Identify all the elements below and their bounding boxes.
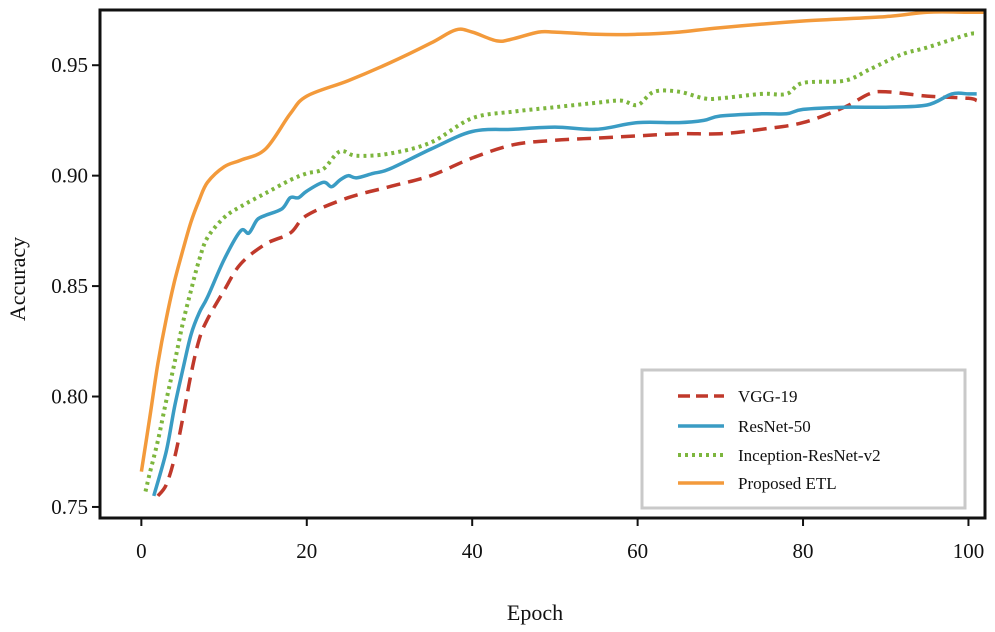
y-tick-label: 0.85 <box>51 274 88 298</box>
y-tick-label: 0.95 <box>51 53 88 77</box>
series-layer <box>139 10 985 498</box>
x-tick-label: 60 <box>627 539 648 563</box>
legend: VGG-19 ResNet-50 Inception-ResNet-v2 Propos… <box>640 368 967 510</box>
x-tick-label: 0 <box>136 539 147 563</box>
plot-frame <box>98 8 987 520</box>
legend-label: Proposed ETL <box>738 474 837 493</box>
legend-label: ResNet-50 <box>738 417 811 436</box>
y-tick-label: 0.80 <box>51 385 88 409</box>
series-line-resnet-50 <box>152 91 977 497</box>
y-tick-label: 0.90 <box>51 164 88 188</box>
y-tick-label: 0.75 <box>51 495 88 519</box>
x-axis-title: Epoch <box>507 600 563 625</box>
x-tick-label: 80 <box>793 539 814 563</box>
x-tick-label: 40 <box>462 539 483 563</box>
legend-label: VGG-19 <box>738 387 798 406</box>
y-axis-title: Accuracy <box>5 237 30 321</box>
series-line-proposed-etl <box>139 10 985 472</box>
x-tick-label: 20 <box>296 539 317 563</box>
x-tick-label: 100 <box>953 539 985 563</box>
legend-label: Inception-ResNet-v2 <box>738 446 881 465</box>
ticks-layer: 0 20 40 60 80 100 0.75 0.80 0.85 0.90 0.95 <box>51 53 984 563</box>
legend-box <box>640 368 967 510</box>
series-line-inception-resnet-v2 <box>143 31 978 492</box>
